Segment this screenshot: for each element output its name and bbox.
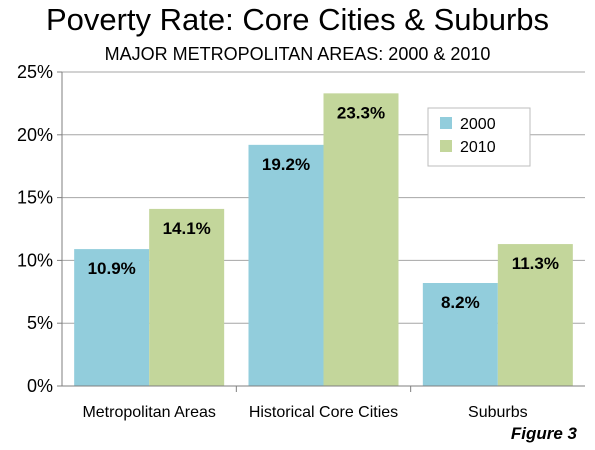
y-tick-label: 0% — [27, 376, 53, 396]
x-category-label: Suburbs — [468, 404, 528, 421]
bar — [248, 144, 324, 386]
y-tick-label: 15% — [17, 188, 53, 208]
y-tick-label: 20% — [17, 125, 53, 145]
data-label: 14.1% — [163, 219, 211, 238]
bar — [74, 249, 150, 386]
legend: 2000 2010 — [427, 107, 531, 167]
y-tick-label: 10% — [17, 250, 53, 270]
chart-title: Poverty Rate: Core Cities & Suburbs — [45, 2, 550, 37]
axes: 0% 5% 10% 15% 20% 25% Metropolitan Areas Histor… — [17, 62, 585, 421]
data-label: 8.2% — [441, 293, 480, 312]
bar — [149, 208, 225, 386]
data-label: 19.2% — [262, 155, 310, 174]
bar — [497, 244, 573, 386]
data-labels: 10.9% 14.1% 19.2% 23.3% 8.2% 11.3% — [88, 103, 559, 312]
bar — [323, 93, 399, 387]
bar — [422, 283, 498, 386]
data-label: 11.3% — [512, 254, 559, 273]
y-tick-label: 25% — [17, 62, 53, 82]
x-category-label: Metropolitan Areas — [82, 404, 215, 421]
legend-label: 2010 — [460, 139, 496, 156]
x-category-label: Historical Core Cities — [249, 404, 398, 421]
figure-label: Figure 3 — [510, 424, 577, 443]
legend-swatch — [440, 140, 452, 152]
bars — [74, 93, 573, 387]
data-label: 10.9% — [88, 259, 136, 278]
chart-subtitle: MAJOR METROPOLITAN AREAS: 2000 & 2010 — [104, 44, 491, 64]
y-tick-label: 5% — [27, 313, 53, 333]
legend-swatch — [440, 117, 452, 129]
legend-label: 2000 — [460, 116, 496, 133]
data-label: 23.3% — [337, 103, 385, 122]
